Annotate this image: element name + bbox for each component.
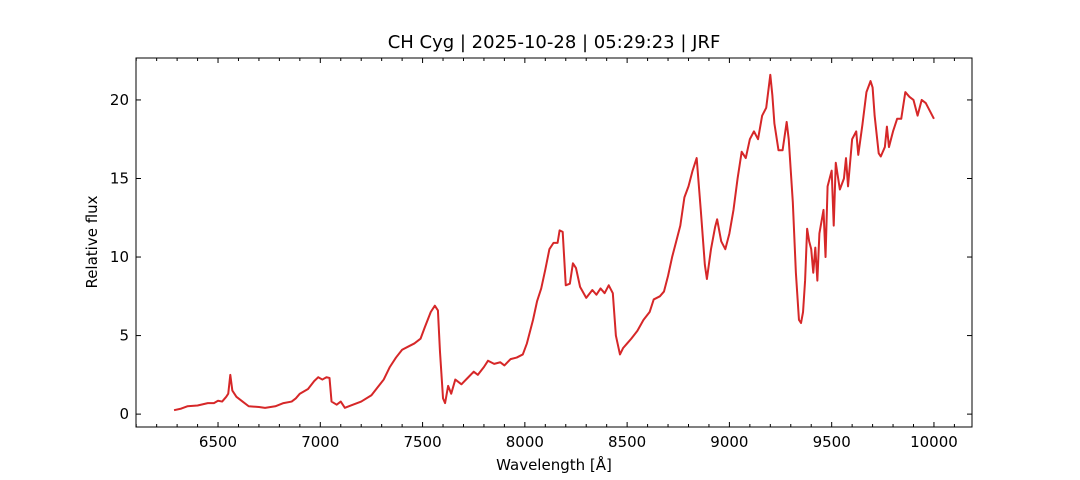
x-tick-label: 9000 bbox=[710, 433, 748, 451]
x-tick-label: 9500 bbox=[813, 433, 851, 451]
spectrum-line bbox=[173, 73, 935, 412]
x-tick-label: 10000 bbox=[910, 433, 958, 451]
plot-frame bbox=[135, 57, 973, 428]
y-tick-label: 20 bbox=[110, 91, 129, 109]
x-tick-label: 7500 bbox=[403, 433, 441, 451]
x-tick-label: 8000 bbox=[506, 433, 544, 451]
y-tick-label: 15 bbox=[110, 169, 129, 187]
x-tick-label: 8500 bbox=[608, 433, 646, 451]
y-tick-label: 0 bbox=[119, 405, 129, 423]
x-tick-label: 6500 bbox=[199, 433, 237, 451]
chart-title: CH Cyg | 2025-10-28 | 05:29:23 | JRF bbox=[388, 32, 721, 53]
y-tick-label: 10 bbox=[110, 248, 129, 266]
x-tick-label: 7000 bbox=[301, 433, 339, 451]
x-axis-label: Wavelength [Å] bbox=[496, 455, 612, 474]
y-tick-label: 5 bbox=[119, 327, 129, 345]
y-axis-label: Relative flux bbox=[83, 195, 101, 288]
